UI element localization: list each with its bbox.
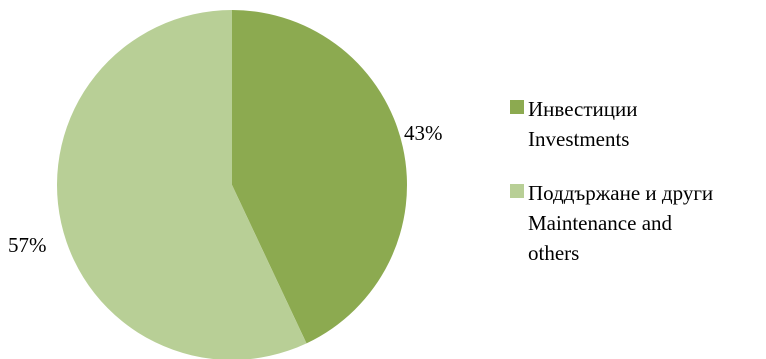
legend-swatch-maintenance (510, 184, 524, 198)
legend-label-bg: Поддържане и други (528, 181, 714, 205)
pie-slice-0 (232, 10, 407, 344)
pie-slice-1 (57, 10, 307, 359)
slice-value-label-0: 43% (404, 121, 443, 145)
legend-item-investments: Инвестиции Investments (510, 94, 766, 154)
slice-value-label-1: 57% (8, 233, 47, 257)
legend-swatch-investments (510, 100, 524, 114)
legend-label-en: Maintenance and (528, 211, 673, 235)
legend-item-maintenance: Поддържане и други Maintenance and other… (510, 178, 766, 268)
legend: Инвестиции Investments Поддържане и друг… (510, 94, 766, 292)
legend-label-maintenance: Поддържане и други Maintenance and other… (528, 178, 713, 268)
legend-label-en: Investments (528, 127, 630, 151)
legend-label-en-cont: others (528, 241, 580, 265)
legend-label-investments: Инвестиции Investments (528, 94, 638, 154)
legend-label-bg: Инвестиции (528, 97, 638, 121)
